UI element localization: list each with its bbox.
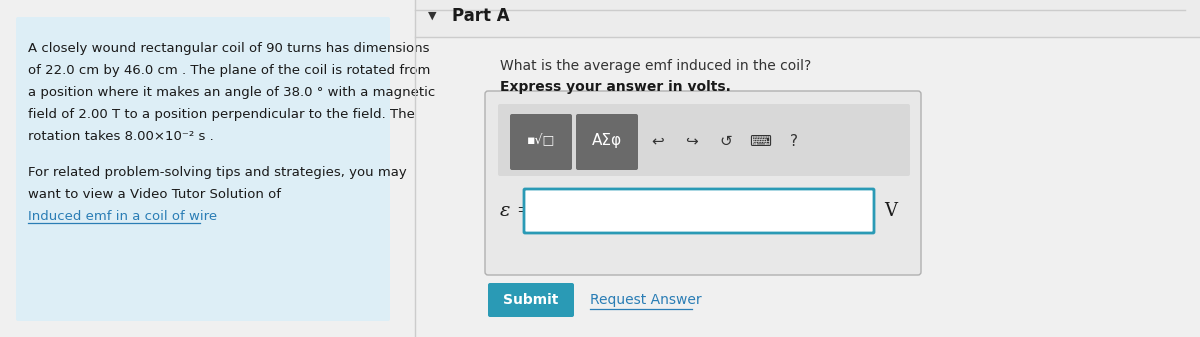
Text: ⌨: ⌨ — [749, 133, 772, 149]
Text: of 22.0 cm by 46.0 cm . The plane of the coil is rotated from: of 22.0 cm by 46.0 cm . The plane of the… — [28, 64, 431, 77]
Text: For related problem-solving tips and strategies, you may: For related problem-solving tips and str… — [28, 166, 407, 179]
Text: ↺: ↺ — [720, 133, 732, 149]
Text: want to view a Video Tutor Solution of: want to view a Video Tutor Solution of — [28, 188, 281, 201]
Text: Express your answer in volts.: Express your answer in volts. — [500, 80, 731, 94]
Text: field of 2.00 T to a position perpendicular to the field. The: field of 2.00 T to a position perpendicu… — [28, 108, 415, 121]
Text: a position where it makes an angle of 38.0 ° with a magnetic: a position where it makes an angle of 38… — [28, 86, 436, 99]
Text: A closely wound rectangular coil of 90 turns has dimensions: A closely wound rectangular coil of 90 t… — [28, 42, 430, 55]
Text: Submit: Submit — [503, 293, 559, 307]
Text: What is the average emf induced in the coil?: What is the average emf induced in the c… — [500, 59, 811, 73]
FancyBboxPatch shape — [498, 104, 910, 176]
FancyBboxPatch shape — [488, 283, 574, 317]
Text: Induced emf in a coil of wire: Induced emf in a coil of wire — [28, 210, 217, 223]
Text: ΑΣφ: ΑΣφ — [592, 133, 622, 149]
FancyBboxPatch shape — [510, 114, 572, 170]
Text: Part A: Part A — [452, 7, 510, 25]
Text: Request Answer: Request Answer — [590, 293, 702, 307]
Text: ε =: ε = — [500, 202, 533, 220]
FancyBboxPatch shape — [524, 189, 874, 233]
FancyBboxPatch shape — [16, 17, 390, 321]
Text: ▪√□: ▪√□ — [527, 134, 556, 148]
Text: rotation takes 8.00×10⁻² s .: rotation takes 8.00×10⁻² s . — [28, 130, 214, 143]
FancyBboxPatch shape — [576, 114, 638, 170]
FancyBboxPatch shape — [485, 91, 922, 275]
Text: ↪: ↪ — [685, 133, 698, 149]
Text: V: V — [884, 202, 898, 220]
Text: ?: ? — [790, 133, 798, 149]
Text: ↩: ↩ — [652, 133, 665, 149]
Text: ▼: ▼ — [427, 11, 437, 21]
Bar — [415, 0, 1200, 37]
